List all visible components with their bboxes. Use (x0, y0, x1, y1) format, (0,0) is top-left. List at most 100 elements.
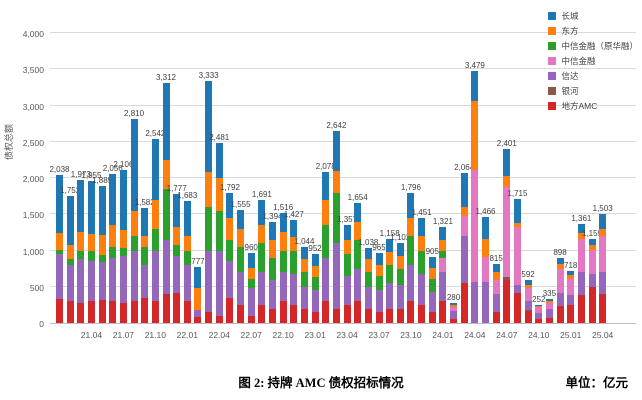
bar-segment (77, 259, 85, 303)
bar-segment (194, 266, 202, 289)
stacked-bar (226, 193, 234, 323)
bar-segment (173, 194, 181, 228)
stacked-bar (162, 82, 170, 323)
x-tick-label: 22.04 (208, 330, 230, 340)
stacked-bar (503, 148, 511, 323)
stacked-bar (130, 119, 138, 323)
bar-segment (599, 228, 607, 236)
bar-segment (269, 257, 276, 280)
bar-segment (364, 286, 372, 309)
x-tick-label: 24.10 (528, 330, 550, 340)
bar-segment (205, 172, 213, 207)
bar-value-label: 905 (425, 247, 439, 257)
stacked-bar (524, 280, 532, 323)
bar-segment (354, 203, 362, 222)
stacked-bar (119, 170, 127, 323)
bar-segment (386, 308, 394, 323)
bar-segment (503, 186, 511, 278)
stacked-bar (141, 208, 149, 323)
bar-segment (556, 257, 564, 265)
bar-segment (151, 228, 159, 251)
bar-segment (258, 225, 266, 244)
bar-value-label: 1,394 (262, 211, 283, 221)
bar-segment (141, 265, 149, 298)
bar-segment (439, 227, 447, 240)
bar-segment (460, 173, 468, 208)
bar-segment (194, 317, 202, 323)
bar-value-label: 1,777 (166, 184, 187, 194)
stacked-bar (98, 186, 106, 323)
bar-segment (439, 272, 447, 302)
stacked-bar (599, 214, 607, 323)
stacked-bar (545, 298, 553, 323)
legend-label: 银河 (561, 86, 579, 96)
stacked-bar (471, 70, 479, 323)
bar-segment (258, 304, 266, 323)
stacked-bar (343, 224, 351, 323)
bar-segment (396, 243, 404, 257)
bar-value-label: 2,642 (326, 121, 347, 131)
bar-segment (183, 200, 191, 236)
bar-segment (418, 217, 426, 237)
y-tick-label: 1,000 (22, 246, 44, 257)
bar-segment (119, 255, 127, 303)
bar-segment (588, 239, 596, 246)
stacked-bar (418, 217, 426, 323)
legend-swatch-icon (548, 42, 557, 50)
bar-segment (375, 275, 383, 291)
bar-segment (567, 275, 575, 279)
bar-segment (396, 285, 404, 309)
bar-segment (556, 293, 564, 307)
gridline (50, 140, 636, 142)
bar-segment (492, 272, 500, 280)
bar-segment (290, 236, 298, 252)
bar-segment (119, 302, 127, 323)
bar-segment (162, 239, 170, 294)
stacked-bar (567, 270, 575, 323)
bar-segment (290, 251, 298, 275)
legend: 长城 东方 中信金融（原华融） 中信金融 信达 银河 地方AMC (548, 10, 638, 112)
bar-segment (226, 239, 234, 262)
bar-segment (269, 221, 276, 240)
bar-segment (119, 230, 127, 249)
bar-segment (151, 301, 159, 323)
bar-value-label: 1,159 (581, 228, 603, 238)
x-tick-label: 25.01 (560, 330, 582, 340)
bar-segment (141, 236, 149, 247)
bar-segment (577, 238, 585, 272)
bar-segment (311, 290, 319, 313)
bar-segment (151, 138, 159, 200)
bar-segment (332, 170, 340, 193)
bar-value-label: 2,078 (315, 162, 336, 172)
bar-segment (386, 251, 394, 265)
bar-segment (492, 294, 500, 313)
bar-segment (56, 299, 63, 323)
bar-segment (162, 294, 170, 323)
stacked-bar (269, 221, 276, 323)
bar-segment (247, 267, 255, 279)
bar-segment (535, 312, 543, 319)
stacked-bar (279, 213, 287, 323)
bar-segment (109, 246, 117, 258)
bar-segment (215, 178, 223, 211)
legend-swatch-icon (548, 57, 557, 65)
bar-segment (205, 81, 213, 173)
bar-segment (450, 318, 458, 323)
stacked-bar (588, 239, 596, 323)
bar-value-label: 1,973 (70, 169, 91, 179)
legend-label: 长城 (561, 11, 579, 21)
y-tick-label: 3,000 (22, 101, 44, 112)
bar-segment (237, 210, 245, 229)
bar-value-label: 960 (244, 243, 258, 253)
bar-segment (109, 225, 117, 247)
bar-segment (173, 292, 181, 323)
bar-value-label: 2,056 (102, 163, 123, 173)
stacked-bar (258, 200, 266, 323)
legend-item: 东方 (548, 25, 638, 37)
figure-caption: 图 2: 持牌 AMC 债权招标情况 (238, 376, 404, 390)
bar-segment (332, 308, 340, 323)
y-tick-label: 500 (29, 282, 44, 293)
legend-label: 地方AMC (561, 101, 598, 111)
bar-segment (599, 236, 607, 273)
bar-segment (332, 131, 340, 171)
